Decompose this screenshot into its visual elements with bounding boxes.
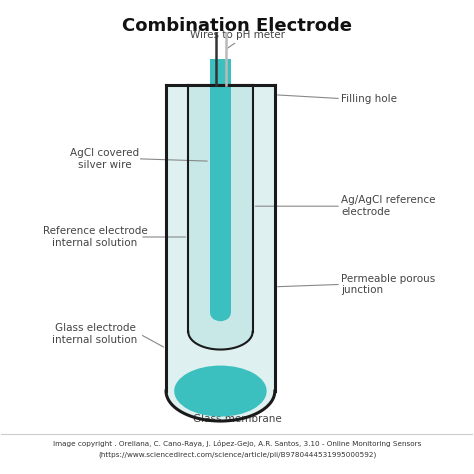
Text: Image copyright . Orellana, C. Cano-Raya, J. López-Gejo, A.R. Santos, 3.10 - Onl: Image copyright . Orellana, C. Cano-Raya…	[53, 440, 421, 447]
Text: Glass electrode
internal solution: Glass electrode internal solution	[53, 323, 138, 345]
Text: Combination Electrode: Combination Electrode	[122, 17, 352, 35]
Text: Wires to pH meter: Wires to pH meter	[190, 30, 284, 40]
Ellipse shape	[188, 314, 253, 349]
Bar	[188, 85, 253, 332]
Ellipse shape	[174, 365, 267, 417]
Text: Glass membrane: Glass membrane	[192, 414, 282, 425]
Bar	[166, 85, 275, 391]
Text: Reference electrode
internal solution: Reference electrode internal solution	[43, 226, 147, 248]
Text: Permeable porous
junction: Permeable porous junction	[341, 273, 435, 295]
Bar	[210, 59, 231, 313]
Text: Filling hole: Filling hole	[341, 93, 397, 104]
Text: Ag/AgCl reference
electrode: Ag/AgCl reference electrode	[341, 195, 436, 217]
Text: AgCl covered
silver wire: AgCl covered silver wire	[70, 148, 139, 170]
Text: (https://www.sciencedirect.com/science/article/pii/B9780444531995000592): (https://www.sciencedirect.com/science/a…	[98, 452, 376, 458]
Ellipse shape	[210, 304, 231, 321]
Ellipse shape	[166, 361, 275, 421]
